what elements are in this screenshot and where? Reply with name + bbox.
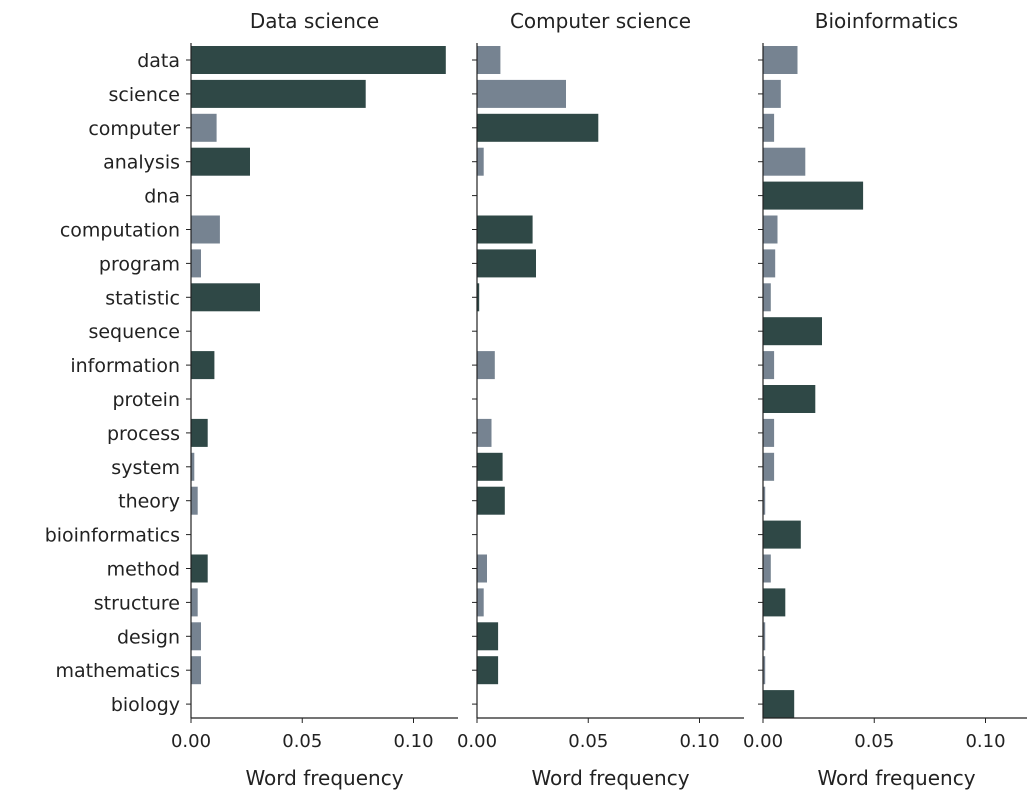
bar-mathematics: [477, 656, 499, 685]
bar-data: [763, 46, 798, 74]
bar-biology: [763, 690, 795, 719]
bar-statistic: [191, 283, 260, 312]
x-tick-label: 0.05: [854, 731, 894, 752]
category-label-structure: structure: [94, 592, 180, 614]
x-tick-label: 0.10: [965, 731, 1005, 752]
x-tick-label: 0.05: [568, 731, 608, 752]
bar-system: [191, 452, 195, 481]
category-label-information: information: [70, 355, 180, 377]
bar-computation: [477, 215, 533, 244]
x-tick-label: 0.05: [282, 731, 322, 752]
bar-science: [763, 79, 781, 108]
x-tick-label: 0.00: [171, 731, 211, 752]
category-label-process: process: [107, 423, 180, 445]
panel-title: Computer science: [510, 9, 691, 33]
bar-process: [191, 418, 208, 447]
category-label-program: program: [99, 253, 180, 275]
x-tick-label: 0.10: [393, 731, 433, 752]
bar-computation: [191, 215, 220, 244]
category-label-design: design: [117, 626, 180, 648]
bar-computer: [191, 113, 217, 142]
bar-statistic: [763, 283, 771, 312]
bar-program: [477, 249, 536, 278]
bar-structure: [763, 588, 786, 617]
bar-information: [477, 351, 495, 380]
bar-analysis: [763, 147, 806, 176]
bar-science: [191, 79, 366, 108]
x-axis-label: Word frequency: [817, 766, 975, 790]
bar-information: [191, 351, 215, 380]
bar-data: [191, 46, 446, 74]
bar-design: [191, 622, 201, 651]
bar-theory: [477, 486, 505, 515]
x-tick-label: 0.10: [679, 731, 719, 752]
bar-method: [763, 554, 771, 583]
category-label-protein: protein: [112, 389, 180, 411]
bar-dna: [763, 181, 864, 210]
bar-computation: [763, 215, 778, 244]
bar-science: [477, 79, 566, 108]
category-label-analysis: analysis: [103, 152, 180, 174]
bar-analysis: [191, 147, 250, 176]
bar-computer: [763, 113, 775, 142]
category-label-system: system: [111, 457, 180, 479]
x-axis-label: Word frequency: [531, 766, 689, 790]
bar-sequence: [763, 317, 822, 346]
bar-structure: [191, 588, 198, 617]
category-label-dna: dna: [144, 186, 180, 208]
bar-bioinformatics: [763, 520, 801, 549]
bar-program: [763, 249, 776, 278]
bar-process: [477, 418, 492, 447]
bar-program: [191, 249, 201, 278]
category-label-computer: computer: [88, 118, 180, 140]
bar-process: [763, 418, 775, 447]
bar-method: [191, 554, 208, 583]
category-label-method: method: [107, 559, 180, 581]
bar-computer: [477, 113, 599, 142]
panel-title: Data science: [250, 9, 379, 33]
x-tick-label: 0.00: [457, 731, 497, 752]
bar-design: [477, 622, 499, 651]
x-axis-label: Word frequency: [245, 766, 403, 790]
bar-mathematics: [191, 656, 201, 685]
category-label-data: data: [137, 50, 180, 72]
bar-data: [477, 46, 501, 74]
category-label-statistic: statistic: [105, 287, 180, 309]
bar-theory: [763, 486, 766, 515]
bar-information: [763, 351, 775, 380]
x-tick-label: 0.00: [743, 731, 783, 752]
category-label-biology: biology: [111, 694, 180, 716]
category-label-science: science: [109, 84, 181, 106]
bar-method: [477, 554, 487, 583]
bar-protein: [763, 385, 816, 413]
category-label-theory: theory: [118, 491, 180, 513]
bar-mathematics: [763, 656, 766, 685]
category-label-mathematics: mathematics: [55, 660, 180, 682]
bar-theory: [191, 486, 198, 515]
category-label-computation: computation: [60, 220, 180, 242]
bar-design: [763, 622, 766, 651]
panel-title: Bioinformatics: [815, 9, 958, 33]
bar-system: [477, 452, 503, 481]
bar-structure: [477, 588, 484, 617]
category-label-sequence: sequence: [88, 321, 180, 343]
bar-statistic: [477, 283, 480, 312]
bar-analysis: [477, 147, 484, 176]
bar-system: [763, 452, 775, 481]
category-label-bioinformatics: bioinformatics: [45, 525, 180, 547]
